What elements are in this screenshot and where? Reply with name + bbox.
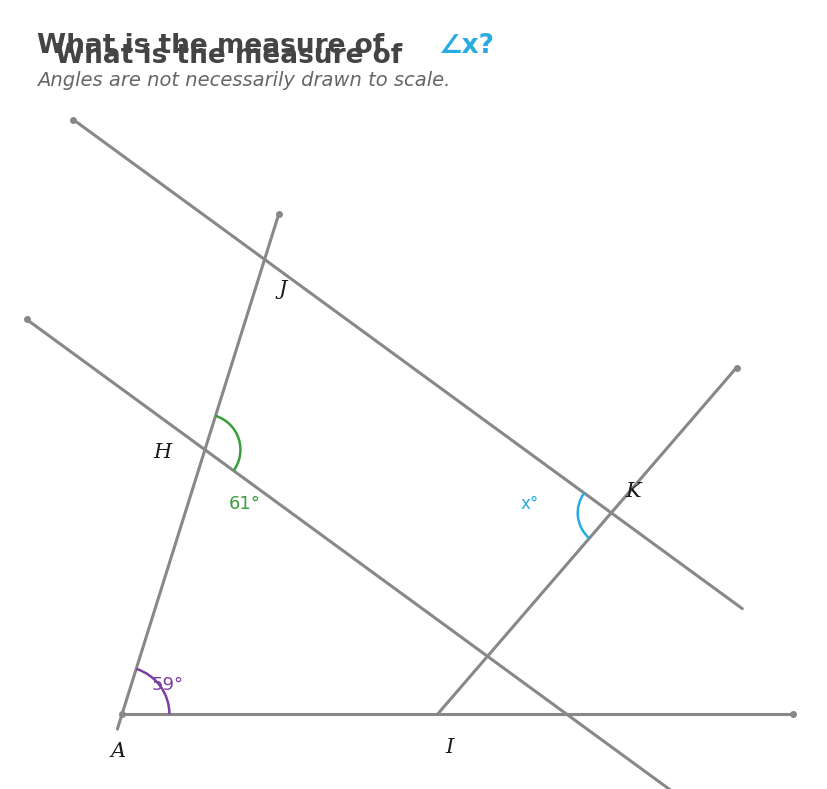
Text: What is the measure of: What is the measure of <box>55 43 411 69</box>
Text: A: A <box>110 742 125 761</box>
Text: K: K <box>624 482 640 501</box>
Text: H: H <box>154 443 172 462</box>
Text: x°: x° <box>520 495 538 513</box>
Text: J: J <box>279 280 287 299</box>
Text: 59°: 59° <box>152 676 184 694</box>
Text: What is the measure of ∠x?: What is the measure of ∠x? <box>55 43 466 69</box>
Text: Angles are not necessarily drawn to scale.: Angles are not necessarily drawn to scal… <box>37 71 450 90</box>
Text: What is the measure of: What is the measure of <box>37 33 393 59</box>
Text: I: I <box>445 739 453 757</box>
Text: ∠x?: ∠x? <box>438 33 495 59</box>
Text: 61°: 61° <box>228 495 261 513</box>
